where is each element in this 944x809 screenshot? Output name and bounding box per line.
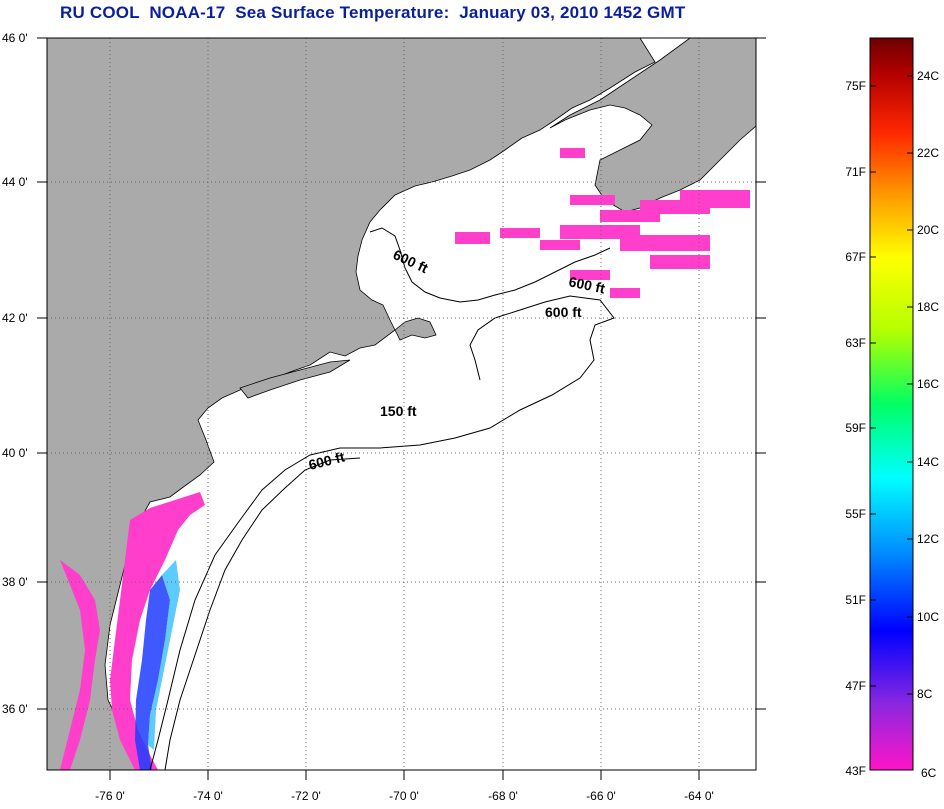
lon-label-66: -66 0' <box>586 789 616 803</box>
lat-label-40: 40 0' <box>2 446 28 460</box>
chesapeake-inner <box>60 560 100 770</box>
contour-600ft-outer <box>149 295 615 770</box>
colorbar-ticks <box>870 75 913 695</box>
lon-label-72: -72 0' <box>291 789 321 803</box>
contour-gulf <box>369 227 611 303</box>
cb-c-label-12: 12C <box>917 532 939 546</box>
colorbar <box>869 37 914 771</box>
frame-ticks <box>37 37 766 780</box>
cb-f-label-43: 43F <box>845 764 866 778</box>
lat-label-46: 46 0' <box>2 31 28 45</box>
cb-c-label-24: 24C <box>917 69 939 83</box>
contour-label-150ft: 150 ft <box>380 403 417 419</box>
lon-label-68: -68 0' <box>488 789 518 803</box>
cb-f-label-67: 67F <box>845 250 866 264</box>
lon-label-74: -74 0' <box>193 789 223 803</box>
land-long-island <box>239 359 351 399</box>
cb-f-label-59: 59F <box>845 421 866 435</box>
nearshore-cold-band <box>135 575 170 770</box>
lat-label-38: 38 0' <box>2 575 28 589</box>
contour-150ft <box>164 457 361 770</box>
lat-label-44: 44 0' <box>2 175 28 189</box>
cb-c-label-16: 16C <box>917 377 939 391</box>
cb-c-label-22: 22C <box>917 146 939 160</box>
lat-label-36: 36 0' <box>2 702 28 716</box>
cb-c-label-18: 18C <box>917 300 939 314</box>
contour-label-600ft-bank: 600 ft <box>545 304 582 320</box>
cb-f-label-63: 63F <box>845 336 866 350</box>
cb-c-label-10: 10C <box>917 610 939 624</box>
cb-f-label-55: 55F <box>845 507 866 521</box>
cb-c-label-6: 6C <box>921 766 937 780</box>
chesapeake-sst <box>110 492 205 770</box>
cb-c-label-8: 8C <box>917 687 933 701</box>
cb-f-label-75: 75F <box>845 79 866 93</box>
cb-f-label-47: 47F <box>845 679 866 693</box>
cb-c-label-14: 14C <box>917 455 939 469</box>
lat-label-42: 42 0' <box>2 311 28 325</box>
cb-f-label-51: 51F <box>845 593 866 607</box>
lon-label-64: -64 0' <box>684 789 714 803</box>
land-nova-scotia <box>549 38 756 213</box>
map-title: RU COOL NOAA-17 Sea Surface Temperature:… <box>60 3 686 22</box>
nearshore-cyan <box>148 560 180 750</box>
map-frame <box>46 37 757 771</box>
land-us-mainland <box>47 38 656 770</box>
gulf-of-maine-sst-patches <box>455 148 750 298</box>
lon-label-70: -70 0' <box>389 789 419 803</box>
lon-label-76: -76 0' <box>95 789 125 803</box>
cb-c-label-20: 20C <box>917 223 939 237</box>
cb-f-label-71: 71F <box>845 165 866 179</box>
contour-label-600ft-ne: 600 ft <box>567 273 606 296</box>
